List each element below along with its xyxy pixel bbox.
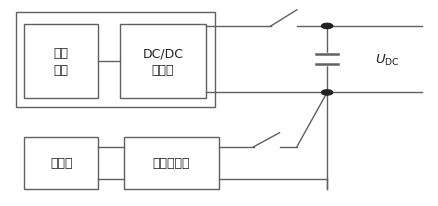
Text: $U_\mathrm{DC}$: $U_\mathrm{DC}$ xyxy=(374,52,399,67)
Bar xyxy=(25,137,98,189)
Bar xyxy=(120,25,206,99)
Text: DC/DC
变换器: DC/DC 变换器 xyxy=(142,47,183,77)
Bar xyxy=(16,13,215,107)
Text: 燃料
电池: 燃料 电池 xyxy=(54,47,69,77)
Bar xyxy=(25,25,98,99)
Circle shape xyxy=(321,90,333,96)
Bar xyxy=(124,137,219,189)
Text: 锂电池: 锂电池 xyxy=(50,157,72,170)
Circle shape xyxy=(321,24,333,29)
Text: 双向变换器: 双向变换器 xyxy=(153,157,190,170)
